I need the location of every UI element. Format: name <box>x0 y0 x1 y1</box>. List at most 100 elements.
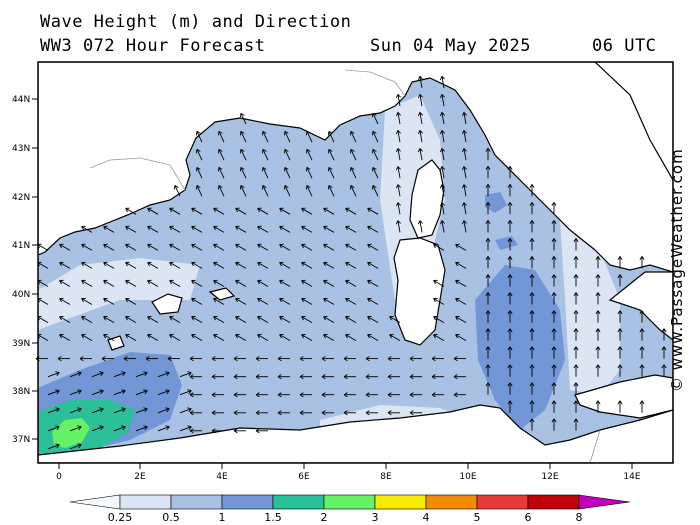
arrow-head <box>387 376 392 380</box>
direction-arrow <box>147 244 159 251</box>
arrow-head <box>218 185 223 188</box>
direction-arrow <box>37 262 49 269</box>
direction-arrow <box>157 426 170 432</box>
direction-arrow <box>455 334 467 341</box>
arrow-head <box>343 374 348 378</box>
arrow-head <box>507 202 511 206</box>
arrow-head <box>217 149 220 154</box>
arrow-head <box>573 382 577 387</box>
direction-arrow <box>69 408 82 414</box>
arrow-head <box>372 130 377 134</box>
arrow-head <box>262 167 267 170</box>
arrow-head <box>509 165 513 170</box>
arrow-head <box>573 256 577 261</box>
arrow-head <box>301 316 304 321</box>
direction-arrow <box>147 316 159 323</box>
arrow-head <box>431 392 436 396</box>
arrow-head <box>239 185 242 190</box>
arrow-head <box>103 280 106 285</box>
arrow-head <box>431 394 436 398</box>
arrow-head <box>441 166 445 170</box>
arrow-head <box>529 274 533 279</box>
direction-arrow <box>389 334 401 341</box>
arrow-head <box>101 356 106 359</box>
arrow-head <box>306 130 311 134</box>
arrow-head <box>463 202 467 206</box>
arrow-head <box>553 274 557 279</box>
arrow-head <box>57 356 62 359</box>
sicily <box>574 374 673 419</box>
arrow-head <box>349 167 352 172</box>
arrow-head <box>218 148 223 152</box>
arrow-head <box>55 371 60 374</box>
arrow-head <box>431 376 436 380</box>
direction-arrow <box>69 390 82 396</box>
arrow-head <box>531 238 535 243</box>
arrow-head <box>257 262 260 267</box>
arrow-head <box>345 316 348 321</box>
lat-label-44n: 44N <box>12 95 30 105</box>
arrow-head <box>595 400 599 405</box>
direction-arrow <box>367 244 379 251</box>
arrow-head <box>55 425 60 428</box>
direction-arrow <box>135 372 148 378</box>
direction-arrow <box>103 316 115 323</box>
arrow-head <box>531 328 535 333</box>
lon-label-14e: 14E <box>623 472 640 482</box>
arrow-head <box>343 412 348 416</box>
direction-arrow <box>113 426 126 432</box>
arrow-head <box>122 408 126 413</box>
wave-zone-1-1.5m <box>475 265 565 430</box>
arrow-head <box>211 374 216 378</box>
arrow-head <box>328 185 333 188</box>
scale-label-6: 6 <box>525 511 532 524</box>
direction-arrow <box>37 280 49 287</box>
direction-arrow <box>279 298 291 305</box>
direction-arrow <box>279 262 291 269</box>
direction-arrow <box>397 112 401 125</box>
direction-arrow <box>455 244 467 251</box>
arrow-head <box>573 400 577 405</box>
arrow-head <box>461 202 465 207</box>
arrow-head <box>485 382 489 387</box>
direction-arrow <box>81 298 93 305</box>
arrow-head <box>77 443 82 446</box>
arrow-head <box>145 358 150 362</box>
arrow-head <box>617 400 621 405</box>
arrow-head <box>485 220 489 224</box>
arrow-head <box>397 148 401 152</box>
arrow-head <box>417 220 421 225</box>
direction-arrow <box>279 334 291 341</box>
direction-arrow <box>59 334 71 341</box>
arrow-head <box>417 94 421 99</box>
direction-arrow <box>125 280 137 287</box>
direction-arrow <box>37 298 49 305</box>
direction-arrow <box>323 298 335 305</box>
direction-arrow <box>279 280 291 287</box>
lon-label-4e: 4E <box>216 472 228 482</box>
arrow-head <box>37 262 40 267</box>
arrow-head <box>255 358 260 362</box>
arrow-head <box>441 220 445 224</box>
direction-arrow <box>350 167 357 179</box>
direction-arrow <box>397 166 401 179</box>
direction-arrow <box>147 226 159 233</box>
arrow-head <box>255 392 260 396</box>
arrow-head <box>299 394 304 398</box>
arrow-head <box>372 185 377 188</box>
arrow-head <box>165 371 170 374</box>
arrow-head <box>261 149 264 154</box>
arrow-head <box>191 244 194 249</box>
arrow-head <box>529 220 533 224</box>
arrow-head <box>255 394 260 398</box>
direction-arrow <box>147 280 159 287</box>
arrow-head <box>345 280 348 285</box>
arrow-head <box>284 167 289 170</box>
arrow-head <box>487 184 491 188</box>
arrow-head <box>147 244 150 249</box>
arrow-head <box>529 310 533 315</box>
arrow-head <box>321 358 326 362</box>
arrow-head <box>103 244 106 249</box>
arrow-head <box>487 165 491 170</box>
arrow-head <box>56 372 60 376</box>
